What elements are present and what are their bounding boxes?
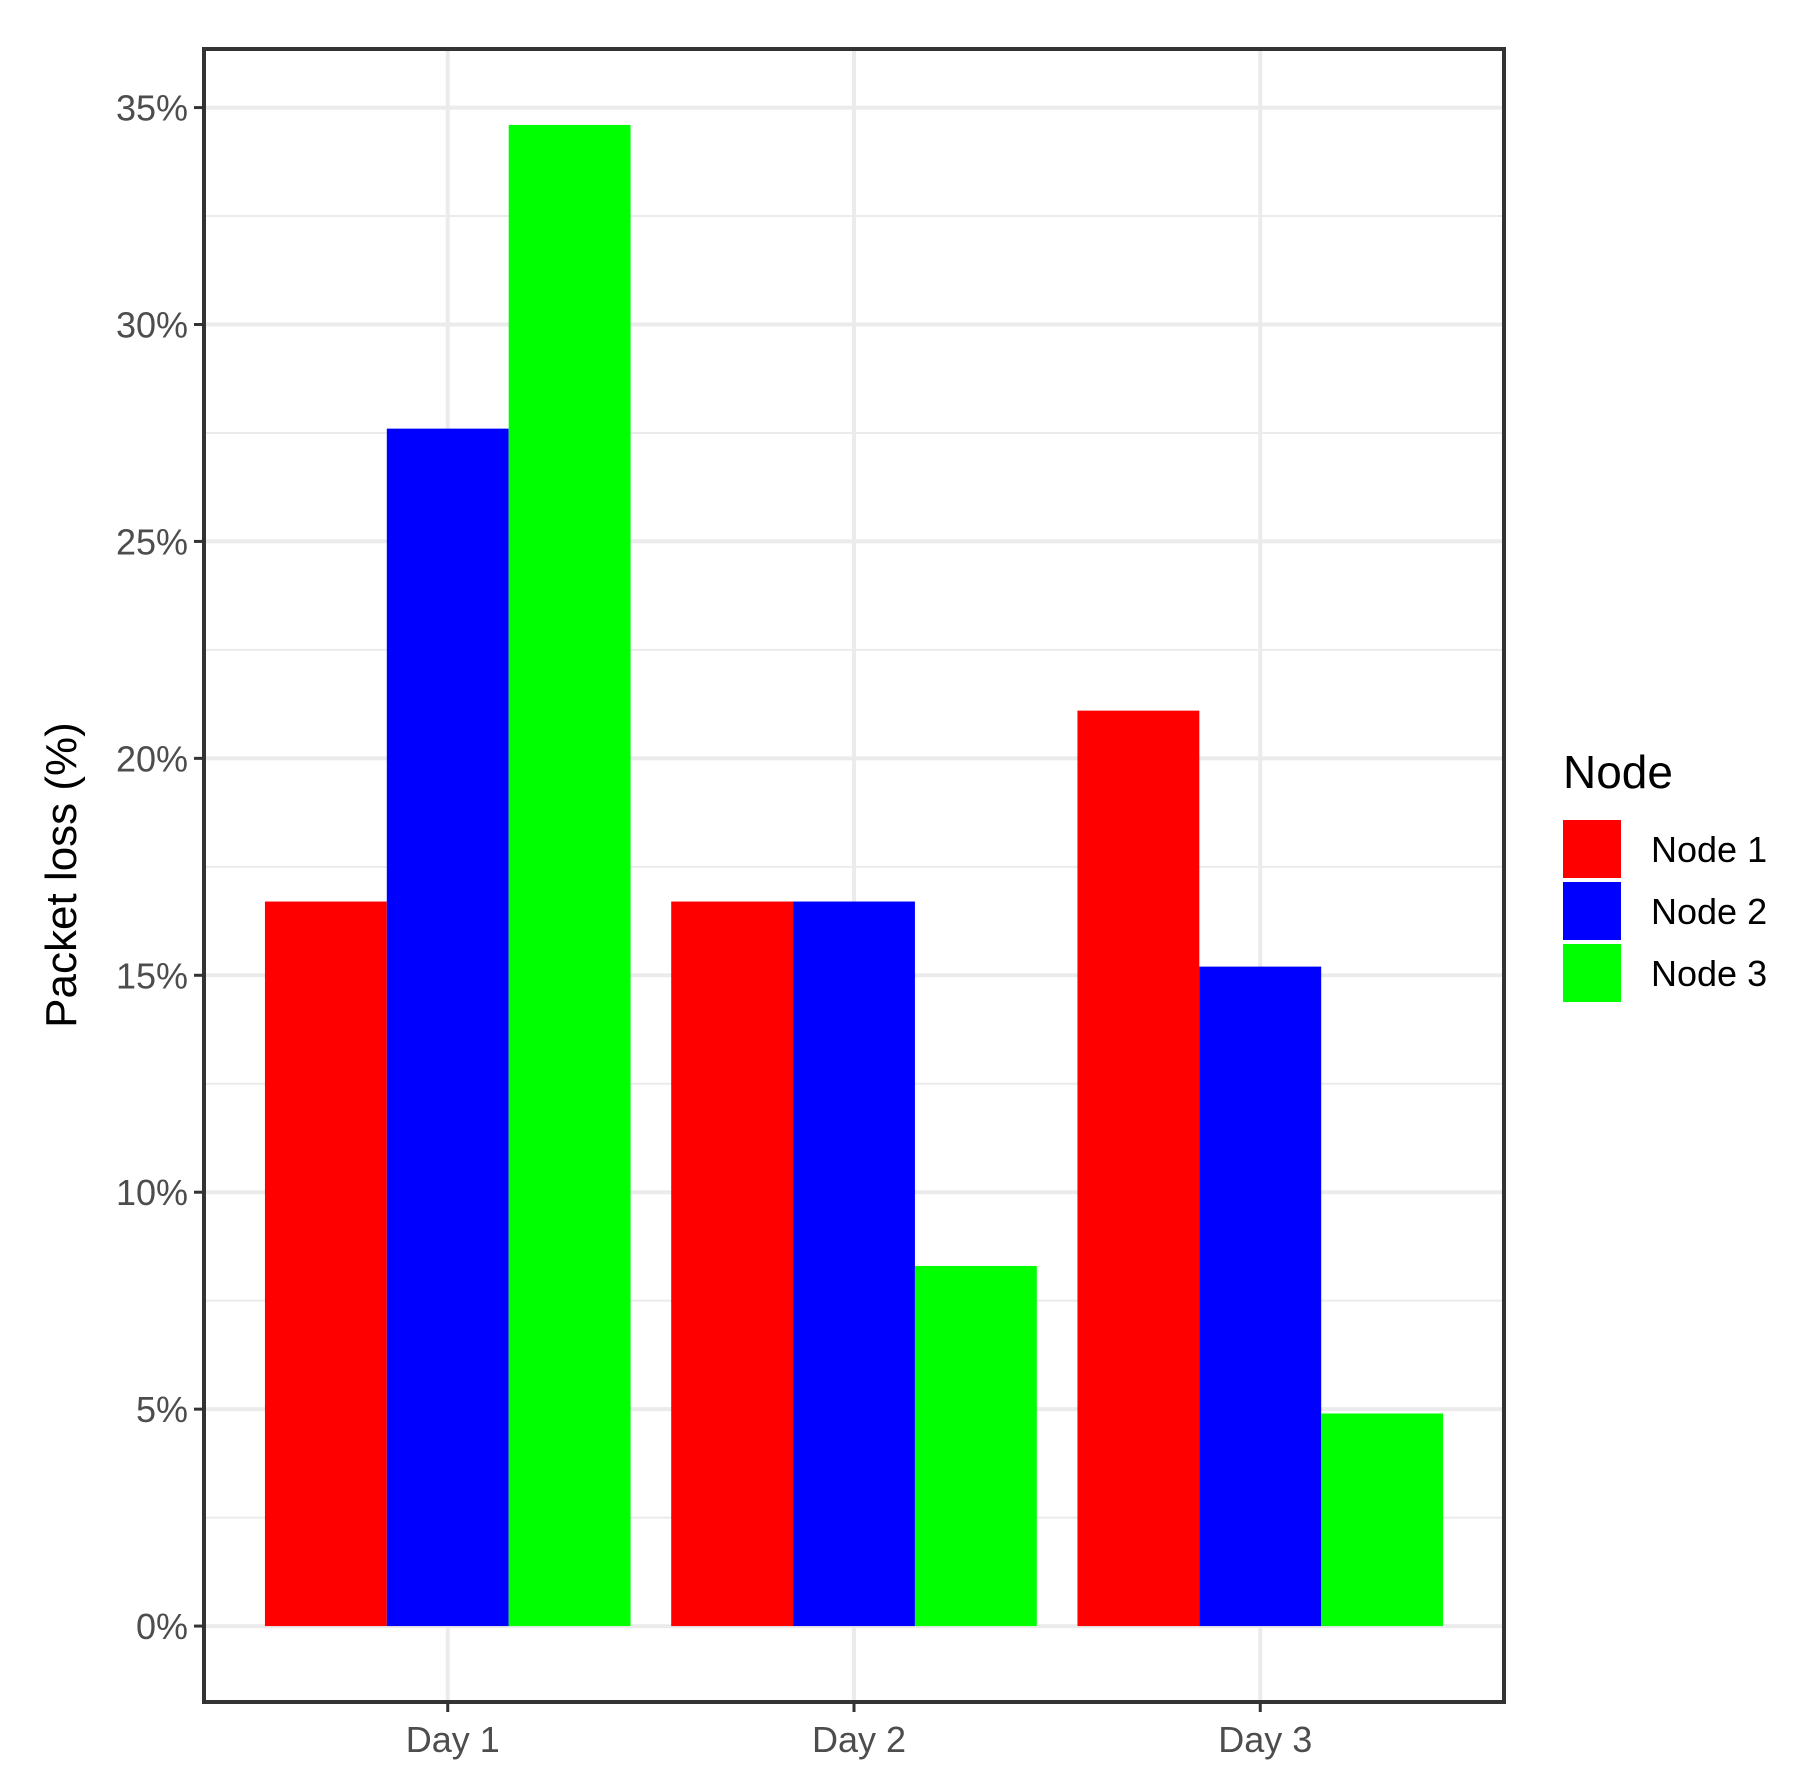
y-tick-label: 30% [116,305,188,346]
bars [264,124,1444,1627]
bar [508,124,631,1627]
y-tick-label: 0% [136,1606,188,1647]
bar [793,901,915,1627]
legend-key [1563,944,1621,1002]
legend-label: Node 2 [1651,891,1767,932]
y-tick-label: 5% [136,1389,188,1430]
legend-label: Node 1 [1651,829,1767,870]
x-axis: Day 1 Day 2 Day 3 [406,1702,1312,1760]
y-tick-label: 20% [116,738,188,779]
y-tick-label: 10% [116,1172,188,1213]
y-tick-label: 25% [116,521,188,562]
legend-key [1563,882,1621,940]
legend-key [1563,820,1621,878]
legend-label: Node 3 [1651,953,1767,994]
bar [1199,966,1322,1627]
legend-title: Node [1563,746,1673,798]
y-axis: 0% 5% 10% 15% 20% 25% 30% 35% [116,88,204,1647]
legend: Node Node 1 Node 2 Node 3 [1563,746,1767,1002]
bar [264,901,387,1627]
bar [1077,710,1200,1627]
y-tick-label: 35% [116,88,188,129]
y-axis-title: Packet loss (%) [37,722,86,1028]
bar [1321,1413,1444,1627]
bar [671,901,794,1627]
x-tick-label: Day 1 [406,1719,500,1760]
bar [386,428,509,1627]
bar [914,1265,1037,1627]
x-tick-label: Day 2 [812,1719,906,1760]
y-tick-label: 15% [116,955,188,996]
x-tick-label: Day 3 [1218,1719,1312,1760]
